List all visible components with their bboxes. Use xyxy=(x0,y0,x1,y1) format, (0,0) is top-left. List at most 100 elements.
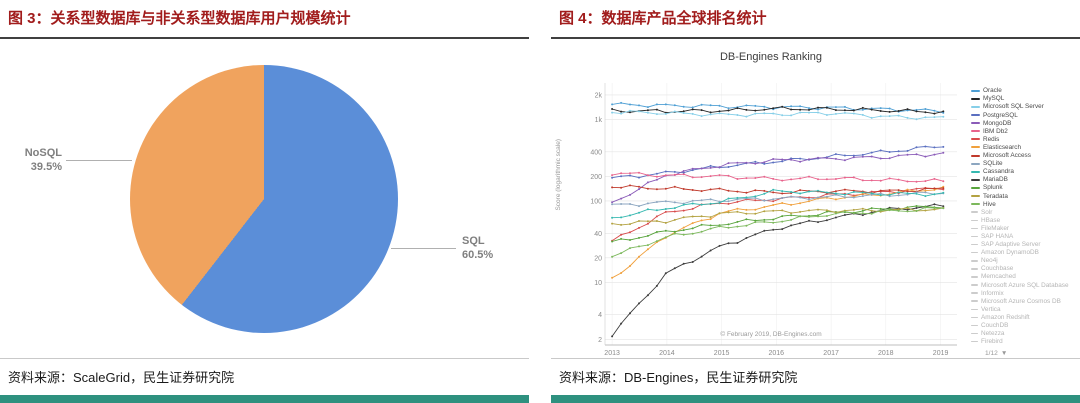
legend-marker-icon xyxy=(971,300,978,302)
svg-text:2015: 2015 xyxy=(714,350,730,357)
svg-text:2k: 2k xyxy=(595,92,603,99)
pie-label-nosql: NoSQL 39.5% xyxy=(10,147,62,175)
svg-text:40: 40 xyxy=(594,231,602,238)
legend-label: Informix xyxy=(981,289,1004,297)
legend-marker-icon xyxy=(971,227,978,230)
legend-item-active: Redis xyxy=(971,135,1077,143)
legend-item-active: Splunk xyxy=(971,184,1077,192)
legend-label: Couchbase xyxy=(981,265,1014,273)
sql-leader-line xyxy=(391,247,456,249)
legend-label: Firebird xyxy=(981,338,1003,346)
legend-label: Microsoft SQL Server xyxy=(983,103,1044,111)
legend-marker-icon xyxy=(971,219,978,222)
legend-label: Oracle xyxy=(983,87,1002,95)
figure3-accent-bar xyxy=(0,395,529,403)
legend-label: Redis xyxy=(983,135,1000,143)
legend-label: MySQL xyxy=(983,95,1005,103)
legend-marker-icon xyxy=(971,235,978,238)
legend-item-active: Teradata xyxy=(971,192,1077,200)
legend-label: Amazon DynamoDB xyxy=(981,249,1039,257)
legend-marker-icon xyxy=(971,162,980,165)
legend-label: MariaDB xyxy=(983,176,1008,184)
svg-text:2: 2 xyxy=(598,337,602,344)
legend-item-inactive: Neo4j xyxy=(971,257,1077,265)
legend-label: Neo4j xyxy=(981,257,998,265)
legend-marker-icon xyxy=(971,251,978,254)
figure3-title: 图 3：关系型数据库与非关系型数据库用户规模统计 xyxy=(0,0,529,39)
ranking-y-axis-label: Score (logarithmic scale) xyxy=(555,138,562,211)
legend-item-active: SQLite xyxy=(971,160,1077,168)
legend-label: IBM Db2 xyxy=(983,127,1008,135)
legend-item-inactive: CouchDB xyxy=(971,321,1077,329)
legend-item-active: PostgreSQL xyxy=(971,111,1077,119)
legend-label: Netezza xyxy=(981,330,1005,338)
ranking-copyright: © February 2019, DB-Engines.com xyxy=(720,330,822,338)
legend-label: Amazon Redshift xyxy=(981,313,1030,321)
legend-marker-icon xyxy=(971,154,980,157)
legend-marker-icon xyxy=(971,178,980,181)
legend-item-active: MySQL xyxy=(971,95,1077,103)
legend-marker-icon xyxy=(971,340,978,343)
legend-marker-icon xyxy=(971,130,980,133)
ranking-chart-area: DB-Engines Ranking Score (logarithmic sc… xyxy=(551,39,1080,358)
legend-item-active: MongoDB xyxy=(971,119,1077,127)
legend-item-active: Elasticsearch xyxy=(971,143,1077,151)
legend-item-active: Microsoft Access xyxy=(971,152,1077,160)
legend-marker-icon xyxy=(971,122,980,125)
legend-marker-icon xyxy=(971,268,978,270)
legend-item-active: MariaDB xyxy=(971,176,1077,184)
legend-item-inactive: Informix xyxy=(971,289,1077,297)
legend-item-inactive: Solr xyxy=(971,208,1077,216)
legend-label: PostgreSQL xyxy=(983,111,1018,119)
legend-item-active: Hive xyxy=(971,200,1077,208)
figure3-source: 资料来源：ScaleGrid，民生证券研究院 xyxy=(0,358,529,395)
pie-chart-area: NoSQL 39.5% SQL 60.5% xyxy=(0,39,529,358)
pager-label: 1/12 xyxy=(985,349,998,357)
figure4-accent-bar xyxy=(551,395,1080,403)
svg-text:2019: 2019 xyxy=(933,350,949,357)
legend-label: Cassandra xyxy=(983,168,1014,176)
legend-marker-icon xyxy=(971,324,978,327)
figure3-panel: 图 3：关系型数据库与非关系型数据库用户规模统计 NoSQL 39.5% SQL… xyxy=(0,0,529,403)
figure4-title: 图 4：数据库产品全球排名统计 xyxy=(551,0,1080,39)
svg-text:2013: 2013 xyxy=(604,350,620,357)
svg-text:200: 200 xyxy=(590,174,602,181)
pie-label-sql-value: 60.5% xyxy=(462,248,494,261)
figure4-panel: 图 4：数据库产品全球排名统计 DB-Engines Ranking Score… xyxy=(551,0,1080,403)
legend-marker-icon xyxy=(971,276,978,278)
legend-label: Splunk xyxy=(983,184,1003,192)
legend-item-inactive: Netezza xyxy=(971,330,1077,338)
pie-label-nosql-name: NoSQL xyxy=(24,146,62,159)
legend-item-active: Microsoft SQL Server xyxy=(971,103,1077,111)
legend-label: Hive xyxy=(983,200,996,208)
legend-item-inactive: Microsoft Azure Cosmos DB xyxy=(971,297,1077,305)
legend-item-inactive: FileMaker xyxy=(971,224,1077,232)
legend-marker-icon xyxy=(971,97,980,100)
svg-text:400: 400 xyxy=(590,149,602,156)
legend-label: HBase xyxy=(981,216,1001,224)
legend-marker-icon xyxy=(971,138,980,141)
legend-item-inactive: Vertica xyxy=(971,305,1077,313)
legend-item-inactive: SAP Adaptive Server xyxy=(971,241,1077,249)
svg-text:4: 4 xyxy=(598,312,602,319)
legend-item-inactive: SAP HANA xyxy=(971,232,1077,240)
pie-label-nosql-value: 39.5% xyxy=(30,160,62,173)
legend-marker-icon xyxy=(971,243,978,246)
pie-label-sql-name: SQL xyxy=(462,234,485,247)
legend-item-inactive: Firebird xyxy=(971,338,1077,346)
legend-label: SAP Adaptive Server xyxy=(981,241,1041,249)
ranking-chart-title: DB-Engines Ranking xyxy=(719,50,823,63)
svg-text:2017: 2017 xyxy=(823,350,839,357)
legend-marker-icon xyxy=(971,292,978,294)
legend-marker-icon xyxy=(971,195,980,198)
legend-item-inactive: Couchbase xyxy=(971,265,1077,273)
svg-text:10: 10 xyxy=(594,280,602,287)
legend-marker-icon xyxy=(971,186,980,189)
legend-marker-icon xyxy=(971,316,978,319)
legend-item-inactive: HBase xyxy=(971,216,1077,224)
legend-marker-icon xyxy=(971,89,980,92)
pie-chart xyxy=(130,64,398,333)
legend-item-active: IBM Db2 xyxy=(971,127,1077,135)
legend-marker-icon xyxy=(971,170,980,173)
